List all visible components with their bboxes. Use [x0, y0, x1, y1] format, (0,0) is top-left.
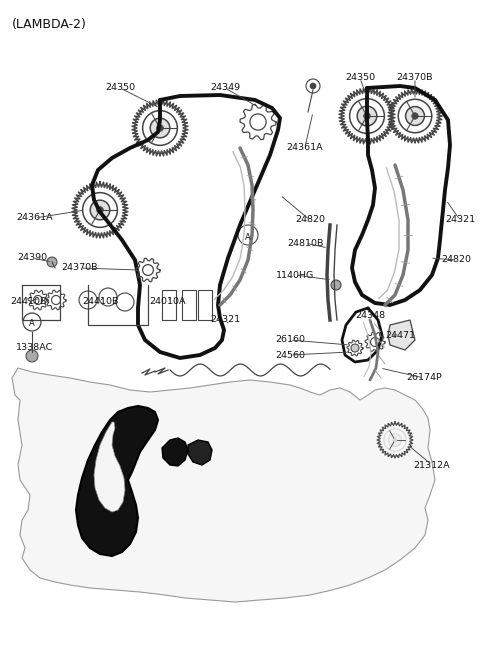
Text: 24321: 24321 — [210, 315, 240, 325]
Text: A: A — [245, 233, 251, 241]
Text: 1338AC: 1338AC — [16, 344, 54, 352]
Circle shape — [331, 280, 341, 290]
Polygon shape — [12, 368, 435, 602]
Text: 1140HG: 1140HG — [276, 271, 314, 279]
Circle shape — [364, 112, 371, 119]
Text: 24410B: 24410B — [10, 297, 46, 307]
Text: 24349: 24349 — [210, 84, 240, 92]
Text: A: A — [29, 319, 35, 329]
Text: 24810B: 24810B — [287, 239, 323, 247]
Polygon shape — [94, 422, 125, 512]
Text: 24370B: 24370B — [397, 74, 433, 82]
Circle shape — [47, 257, 57, 267]
Text: 24321: 24321 — [445, 215, 475, 225]
Circle shape — [406, 106, 424, 126]
Text: 26160: 26160 — [275, 336, 305, 344]
Circle shape — [393, 438, 397, 442]
Circle shape — [310, 83, 316, 89]
Polygon shape — [162, 438, 188, 466]
Text: 24560: 24560 — [275, 350, 305, 360]
Text: 24010A: 24010A — [150, 297, 186, 307]
Text: 24361A: 24361A — [17, 213, 53, 223]
Text: 24350: 24350 — [105, 84, 135, 92]
Text: 24390: 24390 — [17, 253, 47, 263]
Circle shape — [412, 113, 418, 119]
Text: 24361A: 24361A — [287, 142, 324, 152]
Text: 21312A: 21312A — [414, 460, 450, 469]
Text: (LAMBDA-2): (LAMBDA-2) — [12, 18, 87, 31]
Circle shape — [90, 200, 110, 220]
Polygon shape — [188, 440, 212, 465]
Text: 24348: 24348 — [355, 311, 385, 319]
Text: 24820: 24820 — [295, 215, 325, 225]
Polygon shape — [76, 406, 158, 556]
Circle shape — [389, 434, 401, 446]
Text: 26174P: 26174P — [406, 374, 442, 382]
Circle shape — [96, 207, 103, 213]
Circle shape — [351, 344, 359, 352]
Polygon shape — [388, 320, 415, 350]
Text: 24820: 24820 — [441, 255, 471, 265]
Circle shape — [26, 350, 38, 362]
Text: 24410B: 24410B — [82, 297, 118, 307]
Circle shape — [357, 106, 377, 126]
Text: 24350: 24350 — [345, 74, 375, 82]
Text: 24471: 24471 — [385, 331, 415, 340]
Circle shape — [156, 124, 163, 132]
Circle shape — [150, 118, 170, 138]
Text: 24370B: 24370B — [62, 263, 98, 273]
